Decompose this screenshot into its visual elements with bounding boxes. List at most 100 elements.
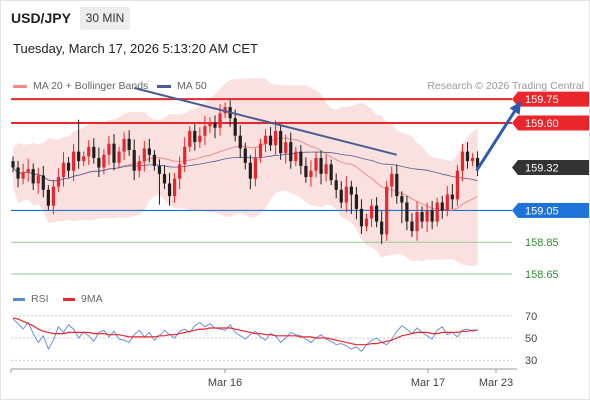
candle-body [369,205,374,219]
candle-body [178,164,182,179]
chart-header: USD/JPY 30 MIN [0,0,590,36]
candle-body [248,162,252,179]
candle-body [243,148,247,163]
level-label-159.75: 159.75 [525,94,559,106]
level-label-159.32: 159.32 [525,163,559,175]
candle-body [92,146,96,158]
symbol-title: USD/JPY [11,10,71,26]
candle-body [66,162,71,171]
timeframe-button[interactable]: 30 MIN [80,7,130,30]
candle-body [117,151,121,163]
candle-body [122,138,126,152]
forecast-arrow-shaft [475,103,521,172]
candle-body [380,221,384,235]
candle-body [173,178,177,197]
candle-body [304,165,308,178]
candle-body [390,173,394,187]
candle-body [344,186,348,203]
x-tick-label: Mar 17 [411,377,445,389]
candle-body [263,135,268,144]
chart-timestamp: Tuesday, March 17, 2026 5:13:20 AM CET [13,41,258,56]
candle-body [51,186,55,206]
candle-body [218,113,222,128]
legend-rsi: RSI [13,293,49,305]
level-label-159.60: 159.60 [525,118,559,130]
candle-body [56,177,61,187]
candle-body [188,130,192,147]
candle-body [400,196,404,203]
bollinger-band [13,78,478,267]
candle-body [435,202,439,222]
candle-body [198,135,202,143]
candle-body [299,151,303,166]
candle-body [329,164,333,181]
candle-body [213,122,217,128]
forecast-arrow-head [509,101,522,115]
candle-body [112,143,116,163]
level-tag-pointer [512,202,518,218]
candle-body [107,143,111,155]
candle-body [349,186,353,195]
candle-body [309,170,313,178]
candle-body [450,194,454,200]
candle-body [375,205,379,222]
candle-body [147,148,151,155]
ma9-swatch [63,297,75,301]
candle-body [41,175,45,190]
rsi-label: RSI [31,293,49,305]
candle-body [97,157,101,168]
candle-body [82,156,86,162]
current-price-pointer [512,160,518,176]
candle-body [430,210,434,222]
candle-body [132,150,136,171]
candle-body [268,135,273,146]
rsi-swatch [13,297,25,301]
candle-body [405,202,409,222]
candle-body [152,154,156,166]
candle-body [445,194,449,211]
candle-body [476,157,480,168]
level-tag-159.60 [518,115,590,131]
candle-body [46,189,50,206]
level-tag-159.32 [518,160,590,176]
candle-body [11,161,15,168]
rsi-line [12,318,478,352]
legend-ma20: MA 20 + Bollinger Bands [13,80,148,92]
candle-body [289,142,293,162]
candle-body [238,135,242,149]
candle-body [410,221,414,232]
candle-body [364,218,369,227]
candle-body [395,173,399,197]
candle-body [31,169,35,184]
candle-body [137,161,141,171]
ma50-swatch [157,84,171,88]
candle-body [127,138,131,151]
candle-body [319,157,323,174]
level-label-158.85: 158.85 [525,237,559,249]
candle-body [258,143,263,158]
candle-body [21,172,25,179]
level-tag-159.05 [518,202,590,218]
candle-body [162,173,167,184]
credit-text: Research © 2026 Trading Central [427,80,584,92]
candle-body [415,212,419,232]
candle-body [167,183,172,197]
candle-body [193,130,197,143]
candle-body [324,164,328,174]
level-label-158.65: 158.65 [525,269,559,281]
level-tag-159.75 [518,91,590,107]
rsi-tick-label: 50 [525,333,537,345]
candle-body [36,175,40,184]
level-tag-pointer [512,115,518,131]
candle-body [279,130,283,154]
candle-body [420,212,424,222]
candle-body [26,169,30,173]
ma9-label: 9MA [81,293,103,305]
candle-body [294,151,298,162]
candle-body [339,189,343,203]
candle-body [102,154,106,168]
level-label-159.05: 159.05 [525,205,559,217]
legend-ma9: 9MA [63,293,103,305]
rsi-tick-label: 70 [525,311,537,323]
